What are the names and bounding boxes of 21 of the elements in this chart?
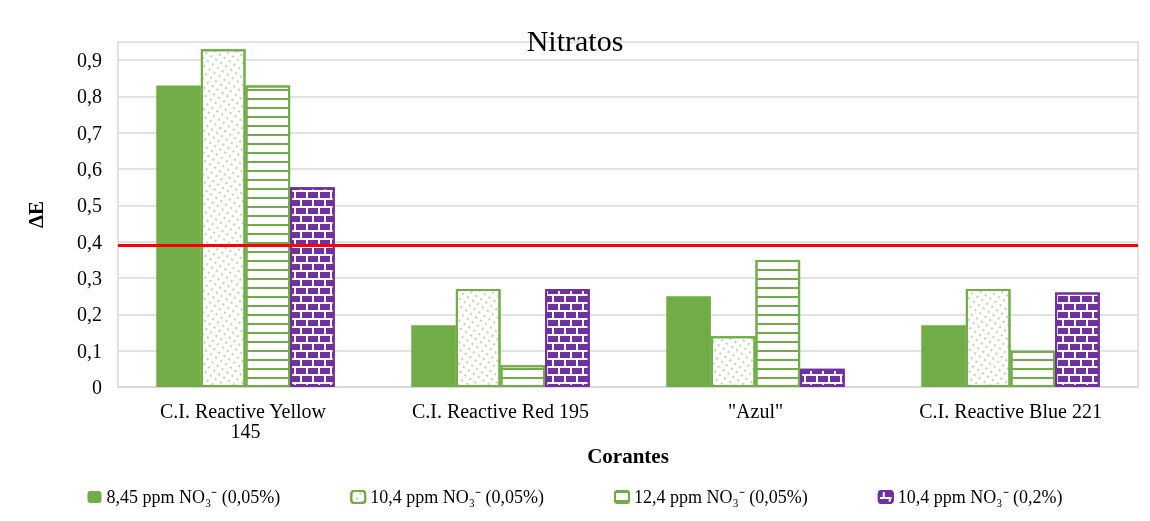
legend-label: 10,4 ppm NO₃⁻ (0,05%) [370, 487, 545, 508]
y-tick-label: 0,9 [77, 49, 102, 72]
x-tick-label: C.I. Reactive Blue 221 [919, 400, 1102, 422]
x-tick-label: C.I. Reactive Yellow 145 [159, 400, 332, 442]
y-tick-label: 0,5 [77, 194, 102, 217]
legend-label: 12,4 ppm NO₃⁻ (0,05%) [634, 487, 808, 508]
x-axis-title: Corantes [587, 444, 669, 469]
y-axis-title: ΔE [23, 200, 48, 229]
y-tick-label: 0,6 [77, 158, 102, 181]
y-tick-label: 0,4 [77, 230, 102, 253]
chart-title: Nitratos [526, 23, 624, 57]
y-tick-label: 0,2 [77, 303, 102, 326]
x-tick-label: C.I. Reactive Red 195 [411, 400, 590, 422]
legend-label: 8,45 ppm NO₃⁻ (0,05%) [106, 487, 281, 508]
y-tick-label: 0,8 [77, 85, 102, 108]
y-tick-label: 0,7 [77, 121, 102, 144]
legend-label: 10,4 ppm NO₃⁻ (0,2%) [897, 487, 1063, 508]
x-tick-label: "Azul" [727, 400, 784, 422]
y-tick-label: 0,3 [77, 267, 102, 290]
y-tick-label: 0 [92, 376, 102, 398]
y-tick-label: 0,1 [77, 339, 102, 362]
